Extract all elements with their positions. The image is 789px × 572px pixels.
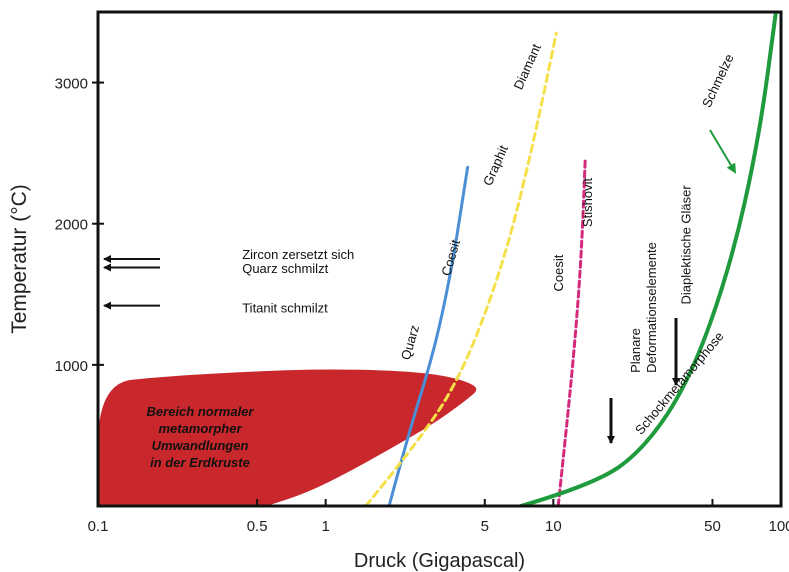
x-tick-label: 50 [704,518,721,535]
crust-region-label: Bereich normaler [147,404,255,419]
melt-arrow [709,129,737,174]
crust-region-label: in der Erdkruste [150,455,250,470]
series-line-2 [556,158,587,506]
annotation-label: Quarz schmilzt [242,261,328,276]
x-tick-label: 0.5 [247,518,268,535]
curve-label: Diamant [510,41,544,92]
y-axis-title: Temperatur (°C) [8,184,31,334]
curve-label: Diaplektische Gläser [678,185,693,305]
y-tick-label: 1000 [55,358,88,375]
curve-label: Quarz [398,323,422,361]
planar-label: Planare [628,328,643,373]
annotation-label: Titanit schmilzt [242,300,328,315]
curve-label: Coesit [551,254,566,291]
planar-label: Deformationselemente [644,242,659,373]
curve-label: Graphit [480,143,511,188]
crust-region-label: Umwandlungen [152,438,249,453]
y-tick-label: 3000 [55,76,88,93]
series-line-0 [387,165,470,506]
tick-layer: 0.1 0.5 1 5 10 50 100 1000 2000 3000 [55,76,789,535]
y-tick-label: 2000 [55,217,88,234]
x-tick-label: 1 [321,518,329,535]
curve-label: Stishovit [580,178,595,228]
series-line-1 [364,31,558,506]
x-axis-title: Druck (Gigapascal) [354,550,525,572]
series-line-3 [518,12,778,506]
crust-region-label: metamorpher [158,421,242,436]
curve-label: Verdampfung [787,227,789,304]
plot-frame [96,10,783,508]
x-tick-label: 100 [768,518,789,535]
curve-label: Schmelze [699,52,737,110]
x-tick-label: 5 [481,518,489,535]
crust-region [98,369,477,506]
curve-label: Coesit [438,238,463,278]
annotation-label: Zircon zersetzt sich [242,247,354,262]
series-layer [364,12,781,506]
x-tick-label: 0.1 [88,518,109,535]
crust-region-layer: Bereich normaler metamorpher Umwandlungen i… [98,369,477,506]
x-tick-label: 10 [545,518,562,535]
